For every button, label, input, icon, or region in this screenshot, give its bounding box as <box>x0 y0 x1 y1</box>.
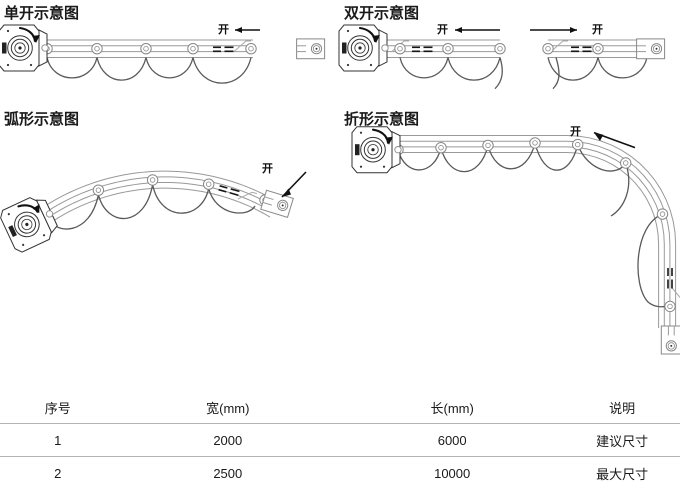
svg-text:开: 开 <box>262 162 273 175</box>
svg-text:开: 开 <box>437 23 448 36</box>
svg-text:开: 开 <box>592 23 603 36</box>
svg-text:开: 开 <box>570 125 581 138</box>
svg-text:开: 开 <box>218 23 229 36</box>
